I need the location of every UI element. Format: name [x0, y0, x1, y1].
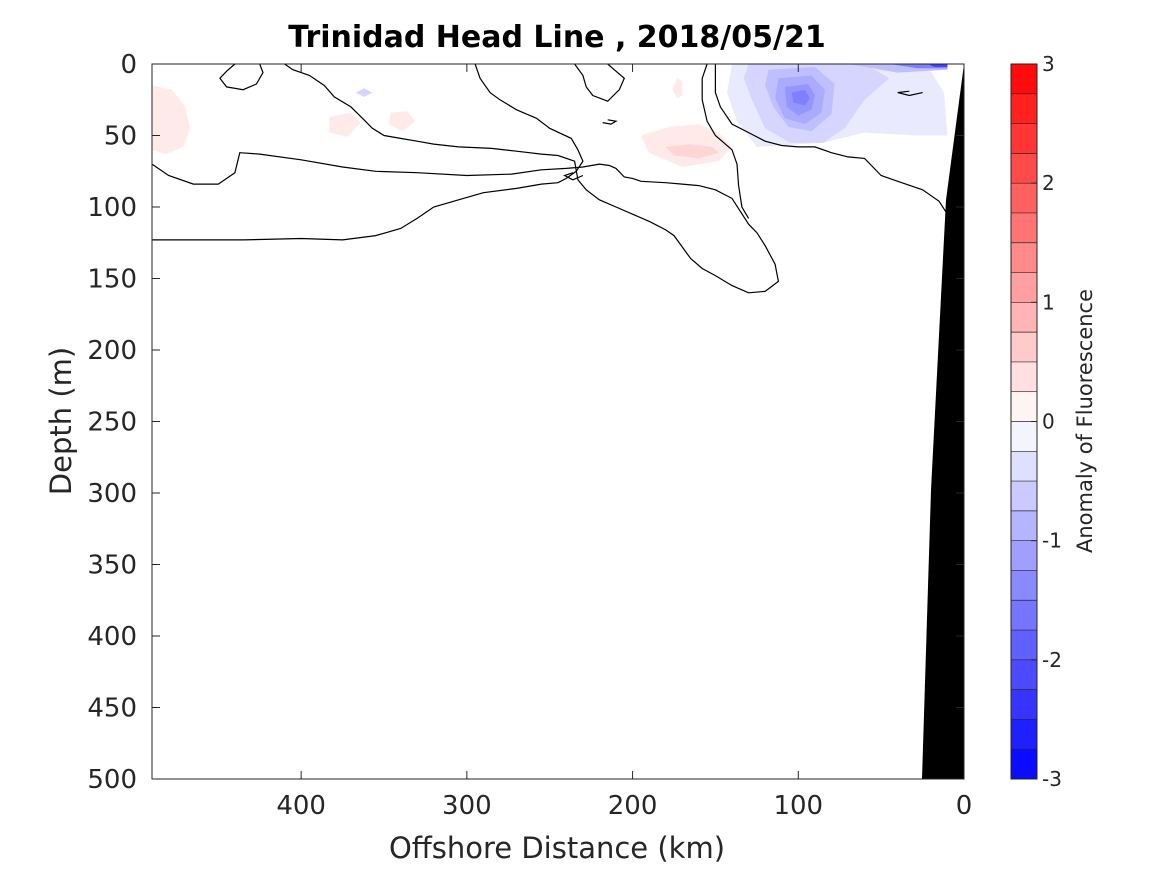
colorbar-level: [1011, 153, 1037, 184]
colorbar: 3 2 1 0 -1 -2 -3: [1010, 52, 1062, 791]
anomaly-region: [672, 78, 683, 99]
bathymetry-seafloor: [922, 64, 964, 779]
colorbar-level: [1011, 242, 1037, 274]
zero-contour-line: [563, 172, 584, 181]
colorbar-tick-label: 3: [1042, 52, 1055, 76]
colorbar-level: [1011, 421, 1037, 452]
anomaly-fill-layer: [152, 64, 948, 167]
colorbar-level: [1011, 212, 1037, 244]
y-tick-label: 100: [87, 193, 137, 223]
colorbar-level: [1011, 540, 1037, 571]
x-tick-label: 400: [276, 791, 326, 821]
colorbar-level: [1011, 481, 1037, 512]
y-tick-label: 400: [87, 622, 137, 652]
y-tick-label: 300: [87, 479, 137, 509]
colorbar-level: [1011, 600, 1037, 631]
zero-contour-line: [714, 64, 948, 215]
anomaly-region: [927, 64, 948, 67]
anomaly-region: [791, 89, 810, 106]
colorbar-level: [1011, 510, 1037, 542]
colorbar-level: [1011, 630, 1037, 661]
y-tick-label: 350: [87, 551, 137, 581]
anomaly-region: [665, 144, 719, 159]
colorbar-level: [1011, 749, 1037, 780]
y-tick-label: 200: [87, 336, 137, 366]
colorbar-tick-label: -1: [1042, 529, 1062, 553]
colorbar-level: [1011, 302, 1037, 333]
y-tick-label: 50: [104, 122, 137, 152]
zero-contour-line: [219, 63, 264, 91]
colorbar-level: [1011, 93, 1037, 125]
zero-contour-lines: [151, 63, 948, 294]
colorbar-level: [1011, 570, 1037, 601]
colorbar-level: [1011, 332, 1037, 363]
y-tick-label: 0: [120, 50, 137, 80]
y-tick-label: 500: [87, 765, 137, 795]
y-axis: 0 50 100 150 200 250 300 350 400 450 500: [87, 50, 964, 795]
colorbar-level: [1011, 689, 1037, 720]
y-tick-label: 250: [87, 408, 137, 438]
x-axis-label: Offshore Distance (km): [389, 831, 725, 865]
plot-area: [151, 63, 965, 780]
x-tick-label: 200: [608, 791, 658, 821]
anomaly-region: [329, 112, 361, 137]
colorbar-level: [1011, 659, 1037, 691]
colorbar-tick-label: 1: [1042, 290, 1055, 314]
x-tick-label: 0: [956, 791, 973, 821]
colorbar-tick-label: -3: [1042, 767, 1062, 791]
zero-contour-line: [602, 119, 618, 125]
zero-contour-line: [151, 63, 780, 294]
zero-contour-line: [701, 63, 750, 219]
colorbar-tick-label: 0: [1042, 410, 1055, 434]
colorbar-level: [1011, 64, 1037, 95]
colorbar-level: [1011, 183, 1037, 214]
colorbar-label: Anomaly of Fluorescence: [1073, 289, 1097, 553]
anomaly-region: [355, 88, 373, 97]
colorbar-tick-label: 2: [1042, 171, 1055, 195]
zero-contour-line: [574, 63, 626, 102]
colorbar-level: [1011, 123, 1037, 154]
colorbar-level: [1011, 451, 1037, 482]
zero-contour-line: [152, 63, 584, 241]
colorbar-tick-label: -2: [1042, 648, 1062, 672]
plot-background: [152, 64, 964, 779]
colorbar-level: [1011, 361, 1037, 393]
y-tick-label: 150: [87, 265, 137, 295]
colorbar-level: [1011, 391, 1037, 422]
colorbar-level: [1011, 719, 1037, 750]
y-tick-label: 450: [87, 694, 137, 724]
chart-title: Trinidad Head Line , 2018/05/21: [288, 20, 825, 55]
x-tick-label: 100: [773, 791, 823, 821]
colorbar-level: [1011, 272, 1037, 303]
x-axis: 400 300 200 100 0: [276, 64, 972, 821]
anomaly-region: [152, 85, 191, 155]
x-tick-label: 300: [442, 791, 492, 821]
y-axis-label: Depth (m): [44, 347, 78, 495]
anomaly-region: [389, 111, 416, 132]
zero-contour-line: [897, 90, 923, 97]
